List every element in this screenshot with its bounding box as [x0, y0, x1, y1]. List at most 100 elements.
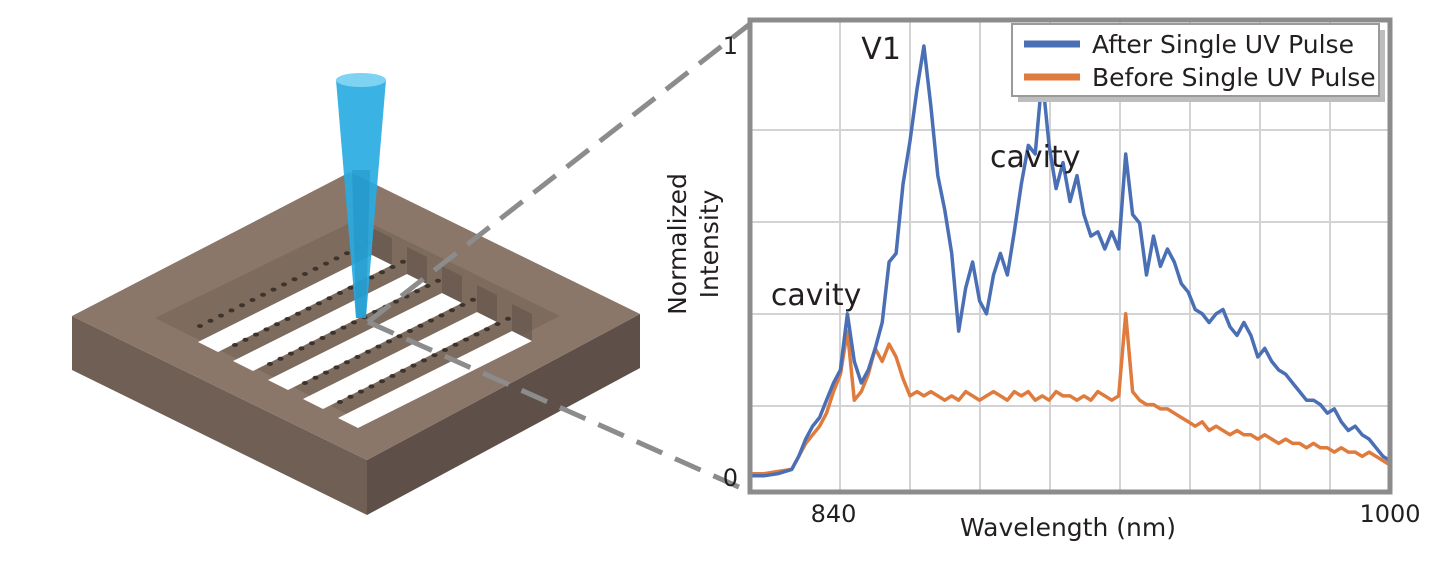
air-hole [449, 308, 455, 313]
air-hole [417, 323, 424, 328]
air-hole [232, 343, 238, 347]
air-hole [267, 362, 273, 366]
beam-core [352, 170, 370, 318]
chip-side-left [72, 316, 367, 515]
air-hole [333, 256, 340, 261]
air-hole [218, 313, 224, 318]
air-hole [379, 379, 385, 384]
air-hole [281, 282, 287, 287]
air-hole [389, 265, 396, 269]
air-hole [295, 311, 301, 316]
air-hole [242, 337, 249, 342]
air-hole [249, 298, 256, 302]
trench-wall [372, 228, 392, 265]
air-hole [326, 296, 333, 301]
x-tick-label: 840 [811, 500, 857, 528]
air-hole [424, 284, 431, 288]
air-hole [309, 341, 315, 346]
air-hole [379, 270, 385, 275]
air-hole [340, 325, 347, 330]
air-hole [386, 339, 392, 344]
plot-frame [747, 17, 1393, 495]
air-hole [494, 322, 501, 326]
air-hole [277, 356, 284, 361]
annotations: V1 cavity cavity [771, 32, 1081, 313]
air-hole [344, 360, 350, 365]
air-hole [319, 336, 326, 340]
zoom-line-top [366, 22, 752, 324]
trench [233, 274, 427, 371]
zoom-lines [366, 22, 752, 495]
legend-label-after: After Single UV Pulse [1092, 30, 1354, 59]
x-axis-label: Wavelength (nm) [960, 513, 1176, 542]
annotation-cavity: cavity [990, 140, 1080, 175]
air-hole [351, 320, 357, 325]
air-hole [452, 342, 459, 347]
uv-beam [336, 73, 386, 318]
air-hole [312, 375, 319, 380]
trench [268, 293, 462, 390]
air-hole [375, 344, 382, 349]
x-tick-label: 1000 [1359, 500, 1420, 528]
air-hole [442, 348, 448, 352]
air-hole [337, 291, 343, 295]
trench [198, 255, 392, 352]
air-hole [302, 272, 308, 276]
air-hole [414, 289, 420, 294]
air-hole [470, 297, 476, 302]
grid [750, 20, 1390, 492]
spectrum-chart: After Single UV Pulse Before Single UV P… [663, 17, 1421, 542]
air-hole [410, 363, 417, 368]
air-hole [253, 332, 259, 337]
air-hole [207, 318, 214, 323]
trench-wall [442, 266, 462, 303]
annotation-v1: V1 [861, 32, 901, 67]
air-hole [505, 316, 511, 321]
air-hole [438, 313, 445, 318]
air-hole [484, 327, 490, 332]
air-hole [463, 337, 469, 342]
air-hole [396, 334, 403, 339]
air-hole [368, 384, 375, 389]
trench-wall [512, 304, 532, 341]
air-trenches [198, 228, 532, 428]
air-hole [473, 332, 480, 337]
photonic-chip-illustration [72, 73, 640, 515]
air-hole [274, 322, 280, 327]
series-layer [750, 44, 1391, 478]
air-hole [260, 292, 266, 297]
air-hole [305, 306, 312, 311]
air-hole [316, 301, 322, 306]
annotation-cavity: cavity [771, 278, 861, 313]
air-hole [330, 330, 336, 335]
y-tick-label: 0 [723, 464, 738, 492]
air-hole [323, 370, 329, 375]
tick-labels: 840 1000 0 1 [723, 32, 1421, 528]
air-hole [435, 278, 441, 283]
photonic-crystal-holes [197, 240, 511, 404]
air-hole [263, 327, 270, 332]
air-hole [365, 349, 371, 354]
air-hole [421, 358, 427, 363]
air-hole [400, 368, 406, 373]
zoom-line-bottom [366, 319, 752, 495]
y-axis-label-line2: Intensity [695, 189, 724, 298]
y-tick-label: 1 [723, 32, 738, 60]
air-hole [288, 351, 294, 356]
air-hole [323, 261, 329, 266]
air-hole [400, 259, 406, 264]
air-hole [333, 365, 340, 370]
trench [303, 312, 497, 409]
beam-top [336, 73, 386, 87]
trench [338, 331, 532, 428]
air-hole [298, 346, 305, 351]
air-hole [431, 353, 438, 358]
air-hole [358, 389, 364, 394]
air-hole [347, 285, 354, 290]
trench-wall [477, 285, 497, 322]
chip-side-right [367, 314, 640, 515]
air-hole [284, 317, 291, 321]
air-hole [393, 299, 399, 304]
air-hole [228, 308, 235, 313]
